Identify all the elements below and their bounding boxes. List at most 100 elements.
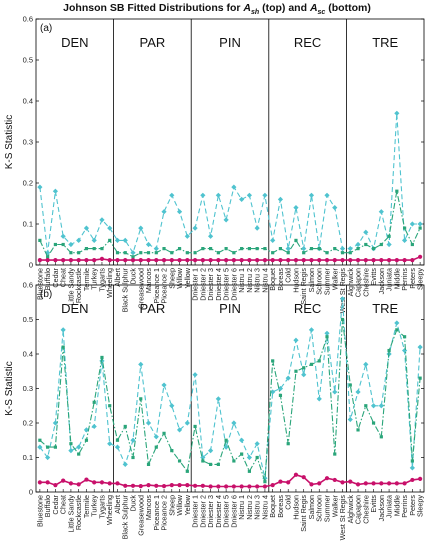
panel-b-group-label: REC	[294, 301, 321, 316]
panel-b-series-3-point	[76, 482, 81, 487]
panel-b-series-2-point	[255, 455, 259, 460]
panel-a-series-1-point	[114, 237, 121, 243]
panel-a-series-3-point	[371, 257, 376, 263]
panel-a-series-1-point	[262, 192, 268, 198]
panel-b-y-tick-label: 0.4	[23, 350, 33, 359]
panel-a-series-3-point	[192, 257, 198, 263]
panel-a-series-1-point	[355, 241, 361, 248]
panel-a-x-tick-label: Piceance 1	[152, 268, 161, 304]
panel-b-x-tick-label: Rockcastle	[74, 495, 83, 530]
panel-a-series-1-point	[68, 241, 74, 248]
panel-b-x-tick-label: Dniester 2	[198, 495, 207, 528]
panel-a-series-1-point	[363, 229, 369, 235]
panel-a-series-3-point	[224, 257, 229, 263]
panel-b-series-3-point	[418, 476, 423, 481]
panel-b-series-3-point	[92, 480, 97, 485]
panel-a-series-2-point	[418, 226, 422, 230]
panel-b-series-2-point	[340, 317, 345, 322]
title-a-symbol: A	[243, 2, 252, 14]
panel-a-series-2-point	[224, 247, 228, 251]
panel-b-series-2-point	[278, 393, 283, 397]
panel-a-x-tick-label: Willow	[175, 267, 184, 289]
panel-b-x-tick-label: Nistru 2	[245, 495, 254, 520]
panel-a-group-label: DEN	[61, 35, 88, 50]
panel-b-x-tick-label: Dniester 1	[191, 495, 200, 528]
panel-a-series-3-line	[39, 256, 421, 261]
panel-b-series-2-point	[232, 459, 236, 463]
panel-a-x-tick-label: Boreas	[276, 268, 285, 291]
panel-b-x-tick-label: Evitts	[369, 495, 378, 513]
panel-a-series-3-point	[45, 257, 50, 263]
panel-a-series-1-point	[285, 246, 291, 252]
panel-a-series-3-point	[332, 257, 337, 263]
panel-b-x-tick-label: Dniester 4	[214, 495, 223, 528]
panel-b-series-3-point	[317, 481, 322, 486]
panel-a-series-1-point	[200, 192, 206, 198]
panel-b-series-3-point	[355, 482, 361, 487]
panel-b-series-2-point	[209, 462, 213, 466]
panel-a-x-tick-label: Piceance 2	[160, 268, 169, 304]
panel-b-series-3-point	[84, 477, 89, 482]
title-mid: (top) and	[259, 2, 310, 14]
panel-a-series-2-line	[39, 191, 421, 258]
panel-b-series-1-point	[293, 337, 299, 343]
panel-b-series-1-point	[184, 420, 190, 426]
panel-a-series-2-point	[216, 251, 220, 255]
panel-b-y-tick-label: 0.1	[23, 453, 33, 462]
panel-b-series-2-point	[379, 435, 383, 439]
panel-a-series-1-point	[184, 233, 190, 239]
panel-b-series-1-point	[60, 327, 66, 333]
panel-b-series-2-point	[139, 397, 143, 401]
panel-b-series-2-point	[61, 345, 65, 349]
panel-a-series-3-point	[301, 257, 306, 263]
panel-b-series-2-point	[395, 328, 399, 332]
panel-a-x-tick-label: Turkey	[90, 268, 99, 290]
panel-a-x-tick-label: Salmon	[307, 268, 316, 292]
panel-a-series-2-point	[77, 251, 81, 255]
panel-b-series-3-point	[286, 480, 291, 485]
panel-a-x-tick-label: Hudson	[291, 268, 300, 293]
panel-b-group-label: PAR	[140, 301, 166, 316]
panel-a-series-2-point	[108, 238, 112, 242]
panel-b-series-1-point	[76, 444, 82, 450]
panel-a-x-tick-label: Walker	[330, 267, 339, 290]
panel-b-series-1-point	[363, 361, 369, 367]
panel-a-series-1-point	[254, 225, 260, 231]
panel-b-series-3-point	[192, 483, 198, 488]
panel-a-x-tick-label: Bluestone	[35, 268, 44, 300]
panel-a-series-1-point	[270, 237, 276, 243]
panel-b-series-2-point	[348, 383, 352, 387]
panel-a-series-2-point	[255, 247, 259, 251]
panel-b-series-1-point	[402, 347, 408, 354]
panel-b-y-axis-label: K-S Statistic	[4, 361, 15, 415]
panel-a-series-3-point	[161, 257, 167, 263]
panel-b-group-label: DEN	[61, 301, 88, 316]
panel-b-series-3-point	[115, 481, 120, 486]
panel-a-series-2-point	[271, 251, 275, 255]
panel-a-series-3-point	[208, 257, 213, 263]
panel-b-series-1-point	[347, 416, 353, 423]
panel-b-x-tick-label: Sheep	[167, 495, 176, 516]
title-sub-sc: sc	[317, 9, 326, 17]
panel-a-series-2-point	[247, 247, 251, 251]
panel-a-series-1-point	[246, 192, 252, 198]
panel-a-series-2-point	[53, 242, 57, 247]
panel-a-series-3-point	[379, 257, 384, 263]
panel-b-series-3-point	[169, 483, 174, 488]
panel-a-series-2-point	[177, 247, 182, 251]
panel-b-series-3-point	[371, 481, 376, 486]
panel-a-series-3-point	[239, 257, 244, 263]
panel-b-series-2-point	[387, 348, 391, 353]
panel-a-series-3-point	[146, 257, 151, 263]
panel-b-y-tick-label: 0	[29, 488, 33, 497]
panel-b-series-1-point	[239, 437, 245, 443]
panel-a-series-1-point	[192, 225, 198, 231]
panel-a-series-2-point	[84, 247, 89, 251]
panel-a-series-2-point	[193, 251, 197, 255]
panel-a-series-1-point	[215, 192, 221, 198]
panel-a-x-tick-label: Rockcastle	[74, 268, 83, 303]
panel-b-series-1-point	[114, 444, 121, 450]
title-prefix: Johnson SB Fitted Distributions for	[63, 2, 244, 14]
panel-b-series-3-point	[185, 483, 190, 488]
panel-b-series-3-point	[324, 476, 330, 481]
